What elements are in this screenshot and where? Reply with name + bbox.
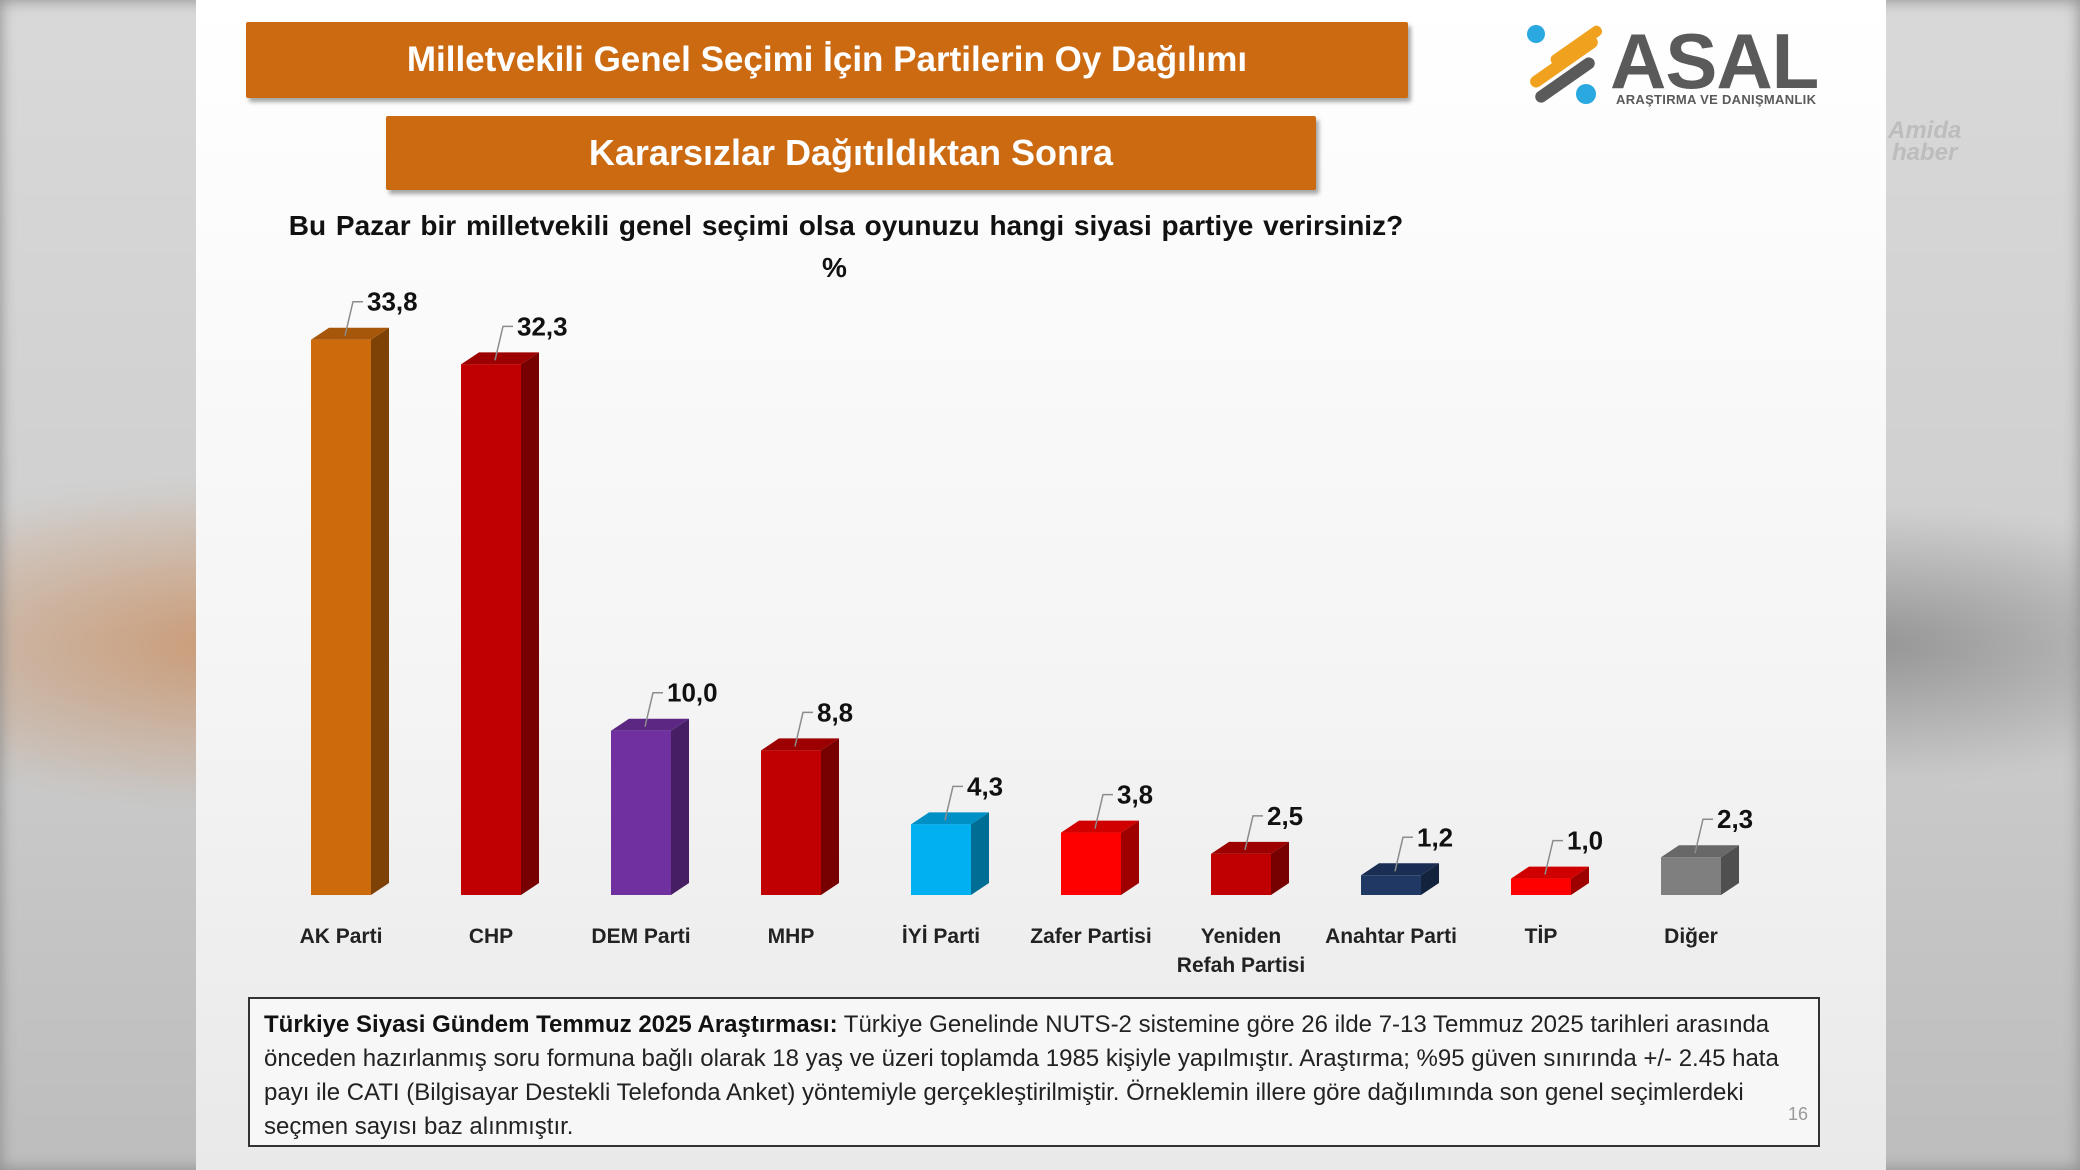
bar-0 <box>311 339 371 895</box>
data-label-leader-0 <box>344 300 363 336</box>
data-label-6: 2,5 <box>1267 801 1303 831</box>
watermark-line-2: haber <box>1892 139 1958 166</box>
bar-side-7 <box>1421 863 1439 895</box>
category-label-9: Diğer <box>1664 925 1718 948</box>
bar-top-6 <box>1211 841 1289 854</box>
category-label-1: CHP <box>469 925 513 948</box>
bar-3 <box>761 750 821 895</box>
methodology-note: Türkiye Siyasi Gündem Temmuz 2025 Araştı… <box>248 997 1820 1147</box>
bar-top-8 <box>1511 866 1589 879</box>
data-label-2: 10,0 <box>667 678 718 708</box>
data-label-leader-5 <box>1094 793 1113 829</box>
asal-logo: ASAL ARAŞTIRMA VE DANIŞMANLIK <box>1516 17 1826 117</box>
category-label-6: Yeniden Refah Partisi <box>1177 925 1305 977</box>
bar-top-7 <box>1361 863 1439 876</box>
data-label-3: 8,8 <box>817 697 853 727</box>
bar-5 <box>1061 832 1121 895</box>
bar-6 <box>1211 853 1271 895</box>
bar-side-2 <box>671 718 689 895</box>
bar-7 <box>1361 875 1421 895</box>
bar-1 <box>461 364 521 895</box>
data-label-4: 4,3 <box>967 771 1003 801</box>
category-label-7: Anahtar Parti <box>1325 925 1457 948</box>
category-label-0: AK Parti <box>300 925 383 948</box>
note-text: Türkiye Genelinde NUTS-2 sistemine göre … <box>264 1011 1779 1140</box>
bar-9 <box>1661 857 1721 895</box>
data-label-leader-1 <box>494 325 513 361</box>
chart-question: Bu Pazar bir milletvekili genel seçimi o… <box>288 210 1404 241</box>
bar-side-5 <box>1121 820 1139 895</box>
bar-2 <box>611 730 671 895</box>
data-label-8: 1,0 <box>1567 826 1603 856</box>
bar-top-3 <box>761 738 839 751</box>
bar-side-4 <box>971 812 989 895</box>
data-label-7: 1,2 <box>1417 822 1453 852</box>
bar-side-8 <box>1571 866 1589 895</box>
category-label-8: TİP <box>1525 925 1558 948</box>
bar-4 <box>911 824 971 895</box>
page-number: 16 <box>1787 1104 1808 1124</box>
bar-top-0 <box>311 327 389 340</box>
chart-unit: % <box>822 252 847 283</box>
data-label-leader-6 <box>1244 815 1263 851</box>
bar-top-9 <box>1661 845 1739 858</box>
bar-side-9 <box>1721 845 1739 895</box>
bar-side-6 <box>1271 841 1289 895</box>
bar-8 <box>1511 878 1571 895</box>
asal-logo-icon <box>1527 25 1603 104</box>
note-heading: Türkiye Siyasi Gündem Temmuz 2025 Araştı… <box>264 1011 838 1038</box>
bar-side-0 <box>371 327 389 895</box>
watermark-line-1: Amida <box>1888 117 1962 144</box>
bar-top-5 <box>1061 820 1139 833</box>
data-label-leader-8 <box>1544 839 1563 875</box>
bar-top-2 <box>611 718 689 731</box>
bar-top-4 <box>911 812 989 825</box>
data-label-leader-2 <box>644 691 663 727</box>
category-label-4: İYİ Parti <box>902 925 980 948</box>
data-label-0: 33,8 <box>367 287 418 317</box>
slide: Milletvekili Genel Seçimi İçin Partileri… <box>196 0 1886 1170</box>
category-label-5: Zafer Partisi <box>1030 925 1151 948</box>
data-label-leader-3 <box>794 711 813 747</box>
amida-haber-watermark: Amida haber <box>1888 117 1962 166</box>
data-label-leader-4 <box>944 785 963 821</box>
logo-tagline: ARAŞTIRMA VE DANIŞMANLIK <box>1616 92 1817 107</box>
page-subtitle: Kararsızlar Dağıtıldıktan Sonra <box>386 116 1316 190</box>
data-label-9: 2,3 <box>1717 804 1753 834</box>
data-label-leader-9 <box>1694 818 1713 854</box>
page-title: Milletvekili Genel Seçimi İçin Partileri… <box>246 22 1408 98</box>
bar-top-1 <box>461 352 539 365</box>
data-label-1: 32,3 <box>517 311 568 341</box>
logo-wordmark: ASAL <box>1610 17 1819 105</box>
bar-side-1 <box>521 352 539 895</box>
data-label-leader-7 <box>1394 836 1413 872</box>
bar-side-3 <box>821 738 839 895</box>
category-label-2: DEM Parti <box>591 925 690 948</box>
category-label-3: MHP <box>768 925 815 948</box>
bar-chart: 33,8 AK Parti 32,3 CHP 10,0 DEM Parti 8,8 MHP 4,… <box>300 287 1754 977</box>
data-label-5: 3,8 <box>1117 780 1153 810</box>
